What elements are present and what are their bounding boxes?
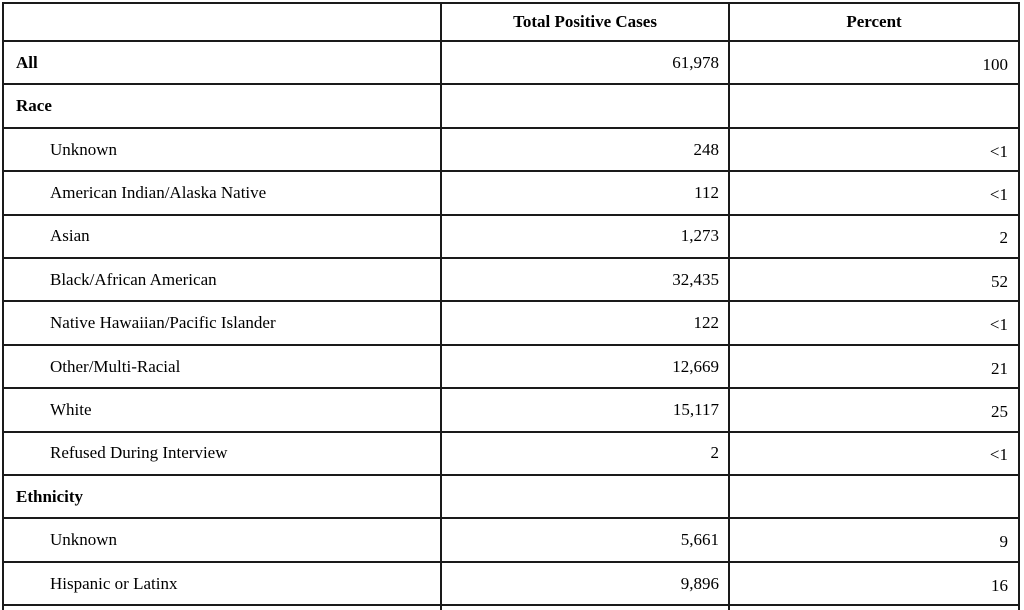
table-row: Race	[2, 83, 1020, 129]
row-label: All	[2, 39, 442, 86]
row-percent: 75	[728, 604, 1020, 610]
table-row: NOT Hispanic or Latinx46,40775	[2, 604, 1020, 610]
row-total-positive-cases: 15,117	[440, 387, 730, 433]
row-label: American Indian/Alaska Native	[2, 170, 442, 216]
table-row: Hispanic or Latinx 9,896 16	[2, 560, 1020, 607]
row-label: Black/African American	[2, 256, 442, 303]
table-row: Unknown 5,661 9	[2, 517, 1020, 563]
row-percent	[728, 473, 1020, 520]
row-percent	[728, 83, 1020, 129]
table-header: Total Positive Cases Percent	[2, 2, 1020, 42]
row-label: Native Hawaiian/Pacific Islander	[2, 300, 442, 346]
row-percent: 52	[728, 256, 1020, 303]
table-row: Asian 1,273 2	[2, 213, 1020, 259]
table-row: All 61,978 100	[2, 39, 1020, 86]
row-total-positive-cases: 1,273	[440, 213, 730, 259]
row-total-positive-cases: 12,669	[440, 343, 730, 390]
row-label: Unknown	[2, 126, 442, 173]
table-row: Refused During Interview 2 <1	[2, 430, 1020, 476]
header-percent: Percent	[728, 2, 1020, 42]
table-row: Unknown 248 <1	[2, 126, 1020, 173]
row-total-positive-cases: 112	[440, 170, 730, 216]
header-category	[2, 2, 442, 42]
row-label: White	[2, 387, 442, 433]
row-percent: <1	[728, 170, 1020, 216]
row-percent: <1	[728, 126, 1020, 173]
table-row: Ethnicity	[2, 473, 1020, 520]
row-label: Other/Multi-Racial	[2, 343, 442, 390]
row-percent: 21	[728, 343, 1020, 390]
row-total-positive-cases: 61,978	[440, 39, 730, 86]
row-percent: 25	[728, 387, 1020, 433]
row-label: Hispanic or Latinx	[2, 560, 442, 607]
row-label: Ethnicity	[2, 473, 442, 520]
header-total-positive-cases: Total Positive Cases	[440, 2, 730, 42]
header-row: Total Positive Cases Percent	[2, 2, 1020, 42]
row-percent: 100	[728, 39, 1020, 86]
row-label: NOT Hispanic or Latinx	[2, 604, 442, 610]
table-body: All 61,978 100 Race Unknown 248 <1 American Ind…	[2, 39, 1020, 610]
row-label: Unknown	[2, 517, 442, 563]
table-row: American Indian/Alaska Native 112 <1	[2, 170, 1020, 216]
row-total-positive-cases: 248	[440, 126, 730, 173]
table-row: Native Hawaiian/Pacific Islander 122 <1	[2, 300, 1020, 346]
row-label: Asian	[2, 213, 442, 259]
table-row: Other/Multi-Racial 12,669 21	[2, 343, 1020, 390]
table-row: White 15,117 25	[2, 387, 1020, 433]
table-row: Black/African American 32,435 52	[2, 256, 1020, 303]
row-percent: 9	[728, 517, 1020, 563]
row-total-positive-cases	[440, 473, 730, 520]
row-total-positive-cases: 46,407	[440, 604, 730, 610]
row-total-positive-cases: 32,435	[440, 256, 730, 303]
row-percent: 2	[728, 213, 1020, 259]
row-label: Race	[2, 83, 442, 129]
row-total-positive-cases	[440, 83, 730, 129]
row-label: Refused During Interview	[2, 430, 442, 476]
row-percent: <1	[728, 430, 1020, 476]
row-total-positive-cases: 122	[440, 300, 730, 346]
row-total-positive-cases: 9,896	[440, 560, 730, 607]
row-total-positive-cases: 5,661	[440, 517, 730, 563]
row-total-positive-cases: 2	[440, 430, 730, 476]
row-percent: 16	[728, 560, 1020, 607]
row-percent: <1	[728, 300, 1020, 346]
